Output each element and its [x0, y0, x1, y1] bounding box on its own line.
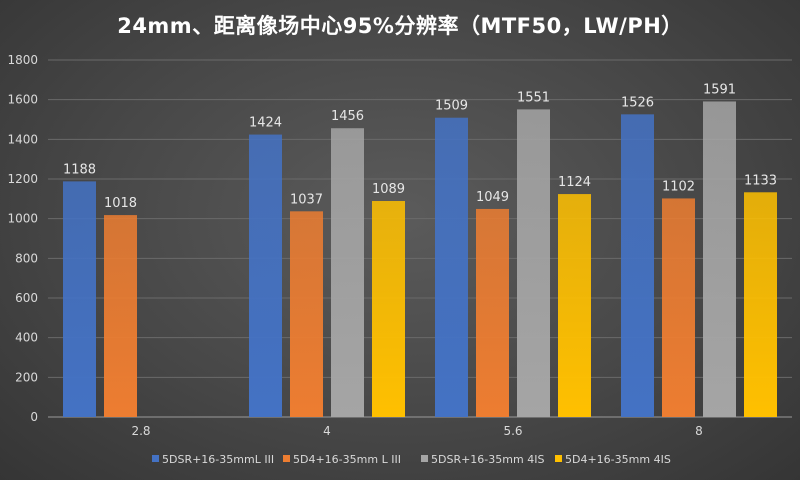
bar [104, 215, 137, 417]
legend-swatch [421, 455, 428, 462]
bar [662, 198, 695, 417]
legend-label: 5D4+16-35mm 4IS [565, 453, 671, 466]
bar [621, 114, 654, 418]
x-tick-label: 5.6 [503, 424, 522, 438]
y-tick-label: 1800 [7, 53, 38, 67]
legend-label: 5DSR+16-35mm 4IS [431, 453, 544, 466]
x-tick-label: 4 [323, 424, 331, 438]
bar [517, 109, 550, 417]
data-label: 1456 [331, 109, 364, 124]
y-tick-label: 1400 [7, 132, 38, 146]
data-label: 1049 [476, 190, 509, 205]
data-label: 1133 [744, 173, 777, 188]
data-label: 1089 [372, 182, 405, 197]
data-label: 1591 [703, 82, 736, 97]
y-tick-label: 1200 [7, 172, 38, 186]
bar [435, 117, 468, 417]
data-label: 1188 [63, 162, 96, 177]
y-tick-label: 1600 [7, 93, 38, 107]
bar [249, 134, 282, 417]
data-label: 1424 [249, 116, 282, 131]
data-label: 1509 [435, 99, 468, 114]
bar [703, 101, 736, 418]
bar [290, 211, 323, 417]
y-tick-label: 400 [15, 331, 38, 345]
data-label: 1102 [662, 179, 695, 194]
y-tick-label: 800 [15, 251, 38, 265]
legend-label: 5DSR+16-35mmL III [162, 453, 274, 466]
data-label: 1526 [621, 95, 654, 110]
legend-swatch [283, 455, 290, 462]
bar [331, 128, 364, 417]
y-tick-label: 1000 [7, 212, 38, 226]
bar [744, 192, 777, 417]
y-tick-label: 600 [15, 291, 38, 305]
bar [476, 208, 509, 417]
legend-label: 5D4+16-35mm L III [293, 453, 401, 466]
legend-swatch [555, 455, 562, 462]
data-label: 1018 [104, 196, 137, 211]
data-label: 1551 [517, 90, 550, 105]
x-tick-label: 2.8 [131, 424, 150, 438]
bar [372, 201, 405, 417]
chart-title: 24mm、距离像场中心95%分辨率（MTF50，LW/PH） [117, 14, 683, 38]
bar [558, 194, 591, 417]
data-label: 1124 [558, 175, 591, 190]
y-tick-label: 0 [30, 410, 38, 424]
data-label: 1037 [290, 192, 323, 207]
y-tick-label: 200 [15, 370, 38, 384]
bar [63, 181, 96, 417]
legend-swatch [152, 455, 159, 462]
x-tick-label: 8 [695, 424, 703, 438]
